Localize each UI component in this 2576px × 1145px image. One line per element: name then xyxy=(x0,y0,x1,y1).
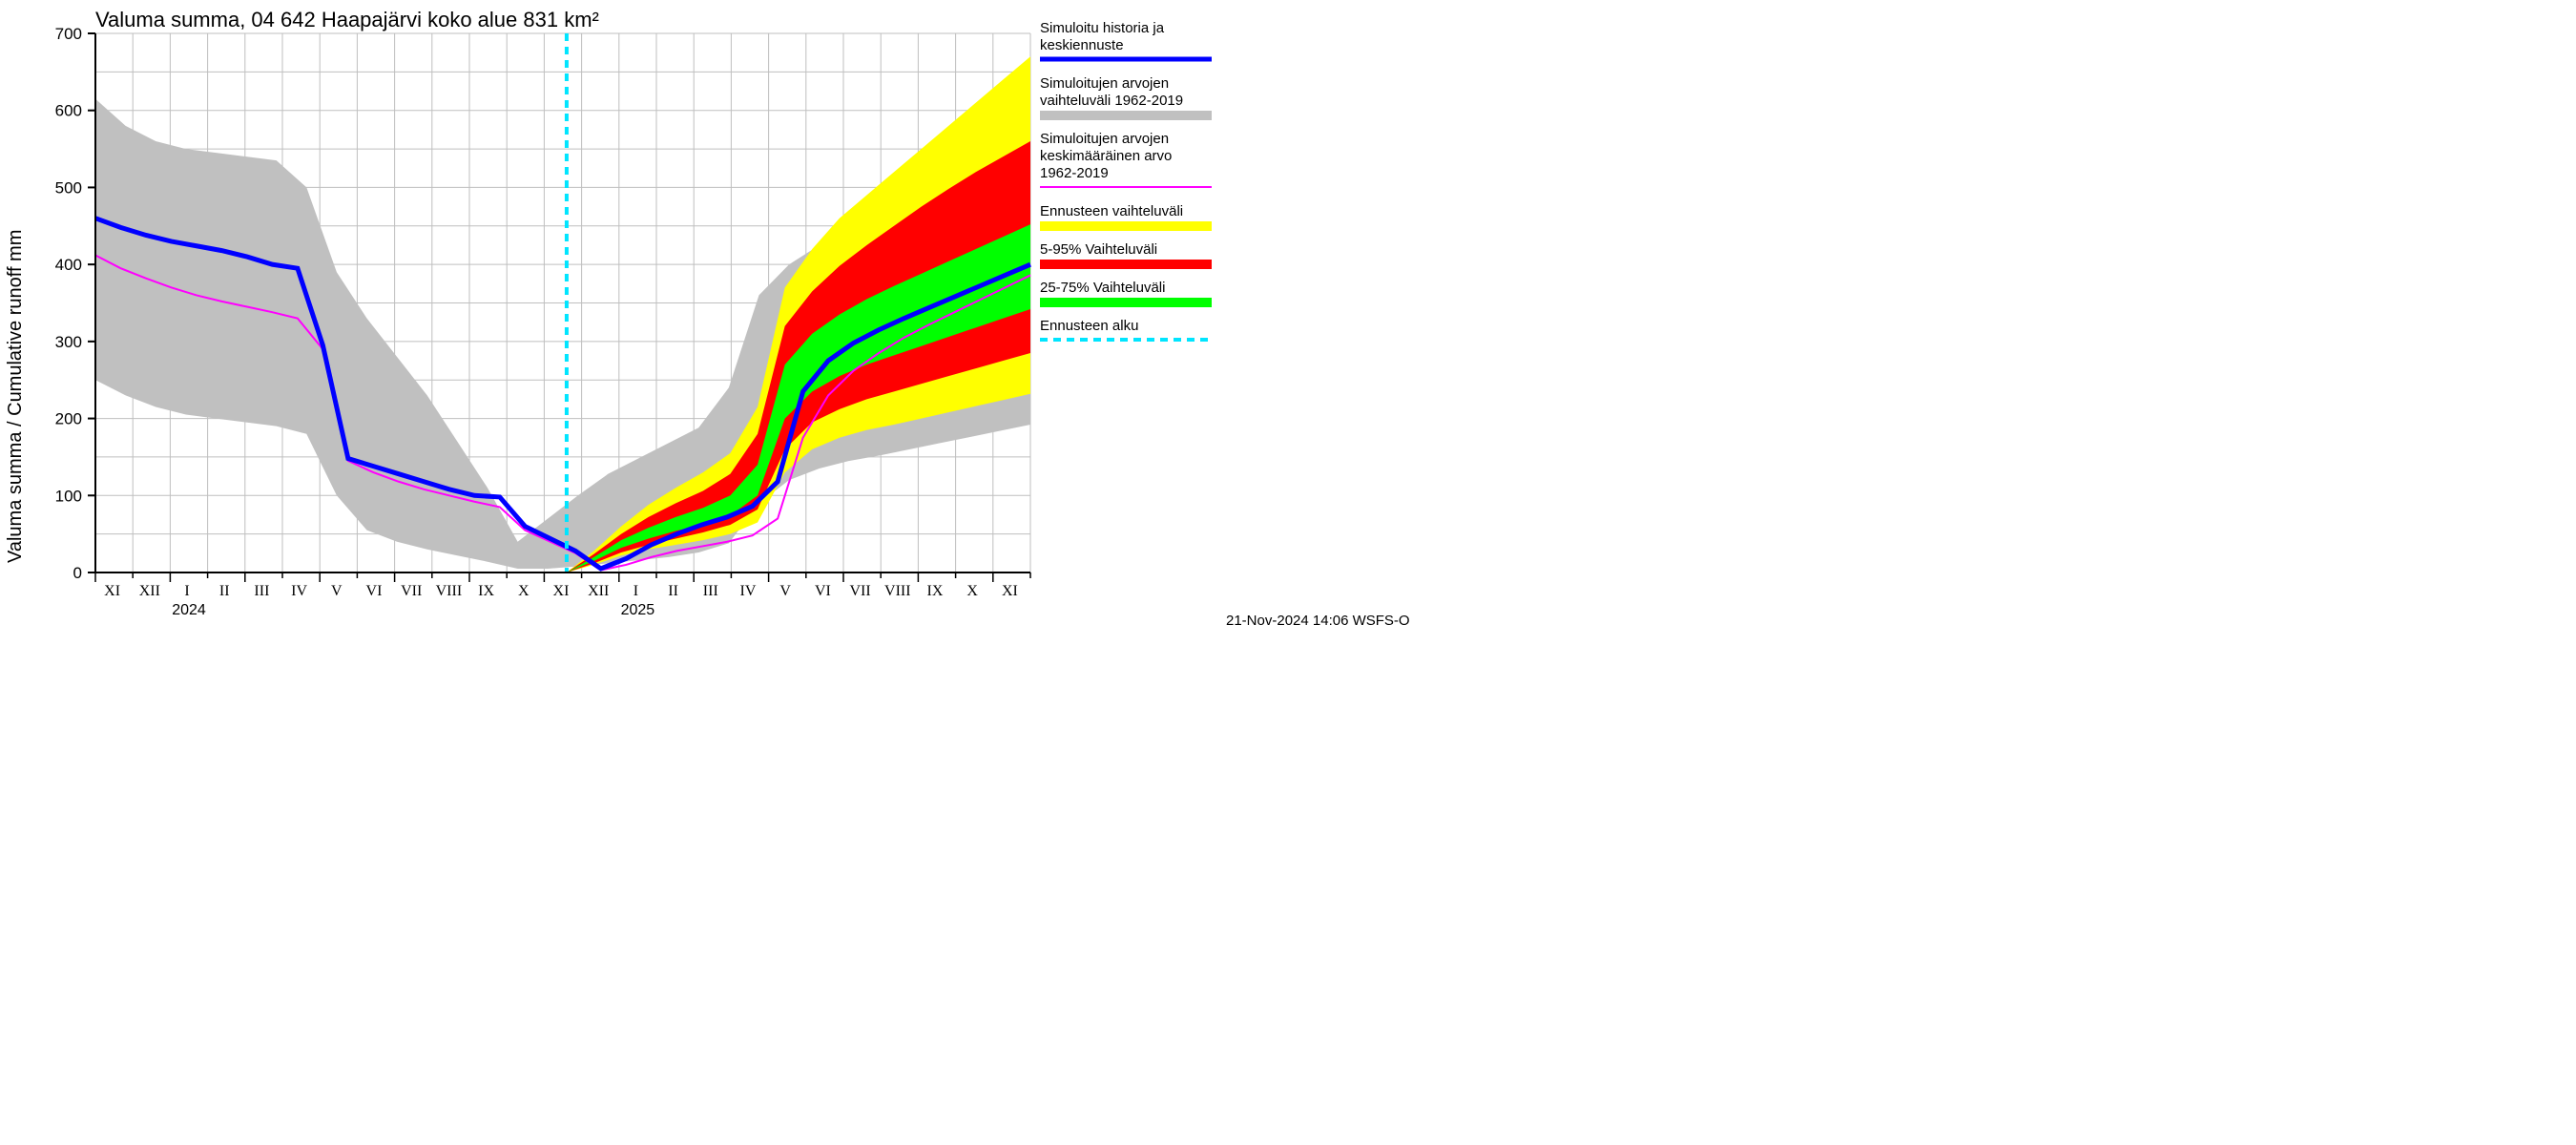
x-tick-label: V xyxy=(331,583,343,599)
x-tick-label: III xyxy=(254,583,269,599)
x-tick-label: II xyxy=(668,583,678,599)
legend-label: vaihteluväli 1962-2019 xyxy=(1040,93,1183,109)
x-tick-label: II xyxy=(219,583,230,599)
legend-label: Ennusteen alku xyxy=(1040,318,1138,334)
x-tick-label: VIII xyxy=(884,583,911,599)
legend-label: keskiennuste xyxy=(1040,37,1124,53)
x-tick-label: VI xyxy=(366,583,383,599)
x-tick-label: V xyxy=(779,583,791,599)
footer-timestamp: 21-Nov-2024 14:06 WSFS-O xyxy=(1226,613,1410,629)
legend-label: Simuloitu historia ja xyxy=(1040,20,1165,36)
legend-label: keskimääräinen arvo xyxy=(1040,148,1172,164)
legend-label: 25-75% Vaihteluväli xyxy=(1040,280,1165,296)
x-tick-label: I xyxy=(184,583,189,599)
x-tick-label: XII xyxy=(139,583,160,599)
x-tick-label: IX xyxy=(927,583,944,599)
legend-label: Simuloitujen arvojen xyxy=(1040,75,1169,92)
chart-title: Valuma summa, 04 642 Haapajärvi koko alu… xyxy=(95,8,599,31)
legend: Simuloitu historia jakeskiennuste Simuloi… xyxy=(1040,20,1212,340)
legend-label: 1962-2019 xyxy=(1040,165,1109,181)
y-tick-label: 300 xyxy=(55,333,82,351)
x-tick-label: X xyxy=(966,583,978,599)
y-tick-label: 400 xyxy=(55,256,82,274)
x-tick-label: VII xyxy=(401,583,422,599)
x-tick-label: VI xyxy=(815,583,831,599)
x-tick-label: I xyxy=(634,583,638,599)
year-label: 2024 xyxy=(172,602,206,618)
x-tick-label: X xyxy=(518,583,530,599)
legend-label: Ennusteen vaihteluväli xyxy=(1040,203,1183,219)
x-tick-label: III xyxy=(703,583,718,599)
legend-label: 5-95% Vaihteluväli xyxy=(1040,241,1157,258)
x-tick-label: IV xyxy=(291,583,307,599)
legend-label: Simuloitujen arvojen xyxy=(1040,131,1169,147)
x-tick-label: IX xyxy=(478,583,494,599)
year-label: 2025 xyxy=(621,602,655,618)
x-tick-label: XI xyxy=(553,583,570,599)
y-tick-label: 600 xyxy=(55,102,82,120)
legend-swatch xyxy=(1040,298,1212,307)
y-tick-label: 100 xyxy=(55,487,82,505)
x-tick-label: VII xyxy=(849,583,870,599)
x-tick-label: XI xyxy=(1002,583,1018,599)
x-tick-label: XII xyxy=(588,583,609,599)
legend-swatch xyxy=(1040,260,1212,269)
legend-swatch xyxy=(1040,111,1212,120)
y-tick-label: 0 xyxy=(73,564,82,582)
y-tick-label: 700 xyxy=(55,25,82,43)
y-tick-label: 200 xyxy=(55,410,82,428)
y-tick-label: 500 xyxy=(55,178,82,197)
x-tick-label: VIII xyxy=(436,583,463,599)
x-tick-label: IV xyxy=(740,583,757,599)
y-axis-label: Valuma summa / Cumulative runoff mm xyxy=(5,230,26,563)
legend-swatch xyxy=(1040,221,1212,231)
plot-area: 0100200300400500600700XIXIIIIIIIIIVVVIVI… xyxy=(55,25,1030,618)
x-tick-label: XI xyxy=(104,583,120,599)
runoff-chart: Valuma summa, 04 642 Haapajärvi koko alu… xyxy=(0,0,1431,636)
